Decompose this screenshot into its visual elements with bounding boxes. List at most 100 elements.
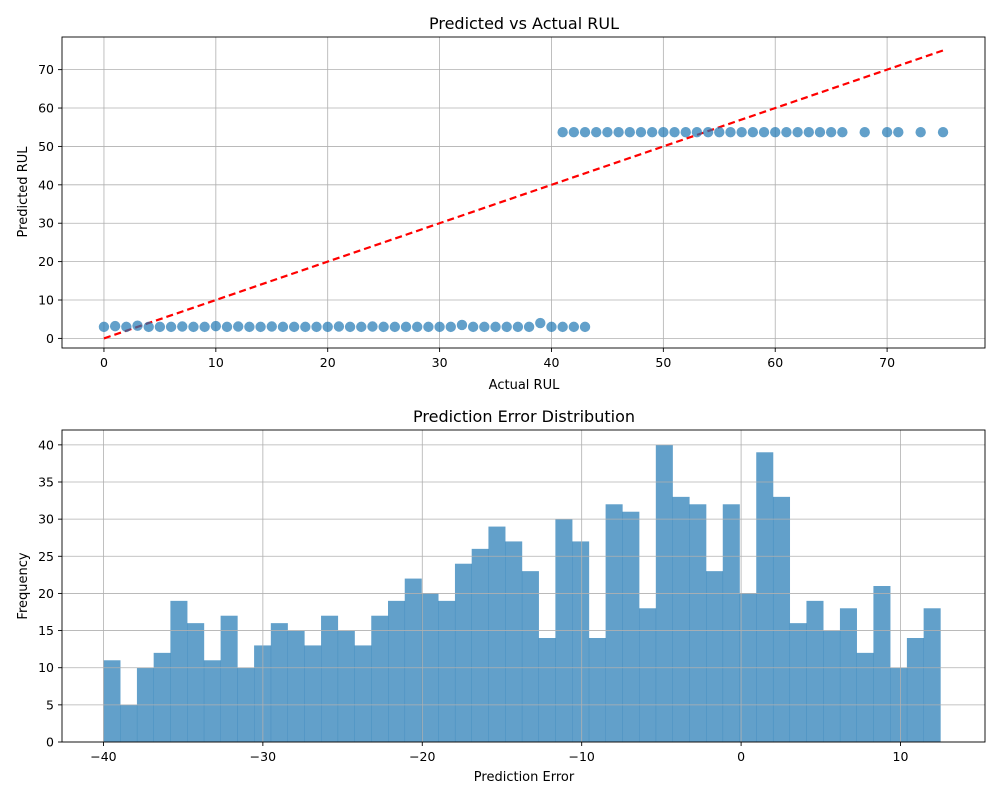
scatter-point xyxy=(389,321,401,333)
histogram-bar xyxy=(387,600,406,742)
histogram-bar xyxy=(270,623,288,742)
scatter-point xyxy=(512,321,524,333)
scatter-point xyxy=(635,127,647,138)
scatter-point xyxy=(490,321,501,333)
x-tick-label: −30 xyxy=(250,749,276,764)
histogram-bar xyxy=(873,586,891,742)
histogram-bar xyxy=(806,600,824,742)
scatter-point xyxy=(825,127,837,138)
scatter-point xyxy=(646,127,658,138)
histogram-bar xyxy=(639,608,657,742)
x-tick-label: 30 xyxy=(432,355,448,370)
scatter-point xyxy=(311,321,322,333)
scatter-point xyxy=(322,321,333,333)
histogram-panel: Prediction Error Distribution −40 −30 −20−… xyxy=(16,407,986,785)
histogram-bar xyxy=(287,630,305,742)
scatter-point xyxy=(154,321,166,333)
scatter-point xyxy=(356,321,367,333)
scatter-point xyxy=(859,127,870,138)
scatter-point xyxy=(378,321,389,333)
histogram-bar xyxy=(220,615,238,742)
x-tick-label: 10 xyxy=(893,749,909,764)
scatter-point xyxy=(624,127,635,138)
scatter-point xyxy=(568,127,580,138)
scatter-point xyxy=(199,321,210,333)
histogram-bar xyxy=(706,571,724,742)
scatter-point xyxy=(456,319,468,331)
scatter-point xyxy=(893,127,904,138)
scatter-point xyxy=(210,320,222,332)
scatter-point xyxy=(244,321,255,333)
y-tick-label: 0 xyxy=(46,331,54,346)
y-tick-label: 70 xyxy=(38,62,54,77)
y-tick-label: 5 xyxy=(46,697,54,712)
histogram-bars xyxy=(103,444,941,742)
scatter-points xyxy=(98,127,949,333)
histogram-bar xyxy=(823,630,841,742)
histogram-bar xyxy=(856,652,874,742)
histogram-bar xyxy=(789,623,807,742)
x-tick-label: 70 xyxy=(879,355,895,370)
scatter-point xyxy=(702,127,714,138)
scatter-point xyxy=(837,127,848,138)
plot-frame xyxy=(61,429,986,743)
histogram-bar xyxy=(505,541,523,742)
y-tick-label: 30 xyxy=(38,512,54,527)
y-axis-label: Frequency xyxy=(16,552,31,619)
scatter-point xyxy=(165,321,177,333)
scatter-point xyxy=(523,321,535,333)
axis-ticks: 0 10 20 30 40 50 60 70 0 10 20 30 40 50 60 70 xyxy=(38,62,895,370)
scatter-point xyxy=(188,321,199,333)
x-tick-label: −10 xyxy=(568,749,594,764)
scatter-point xyxy=(132,320,143,331)
y-tick-label: 20 xyxy=(38,586,54,601)
histogram-bar xyxy=(438,600,456,742)
scatter-point xyxy=(691,127,703,138)
scatter-point xyxy=(781,127,792,138)
scatter-point xyxy=(814,127,826,138)
histogram-bar xyxy=(488,526,506,742)
scatter-point xyxy=(803,127,814,138)
chart-title: Predicted vs Actual RUL xyxy=(429,14,619,33)
scatter-panel: Predicted vs Actual RUL 0 10 20 30 40 50 60 700… xyxy=(16,14,986,393)
scatter-point xyxy=(579,127,591,138)
histogram-bar xyxy=(170,600,188,742)
x-tick-label: −40 xyxy=(90,749,116,764)
scatter-point xyxy=(770,127,781,138)
histogram-bar xyxy=(906,638,924,742)
scatter-point xyxy=(423,321,434,333)
y-tick-label: 15 xyxy=(38,623,54,638)
y-tick-label: 20 xyxy=(38,254,54,269)
scatter-point xyxy=(714,127,725,138)
scatter-point xyxy=(680,127,691,138)
y-tick-label: 35 xyxy=(38,475,54,490)
scatter-point xyxy=(109,320,121,332)
histogram-bar xyxy=(354,645,372,742)
histogram-bar xyxy=(471,548,489,742)
scatter-point xyxy=(915,127,926,138)
x-tick-label: 0 xyxy=(100,355,108,370)
reference-line xyxy=(103,49,944,340)
scatter-point xyxy=(300,321,311,333)
histogram-bar xyxy=(337,630,355,742)
scatter-point xyxy=(121,321,132,333)
scatter-point xyxy=(221,321,233,333)
histogram-bar xyxy=(605,504,623,742)
chart-title: Prediction Error Distribution xyxy=(413,407,635,426)
scatter-point xyxy=(669,127,680,138)
scatter-point xyxy=(557,127,568,138)
gridlines xyxy=(62,430,985,743)
scatter-point xyxy=(501,321,512,333)
scatter-point xyxy=(881,127,893,138)
gridlines xyxy=(62,37,985,348)
scatter-point xyxy=(177,321,188,332)
histogram-bar xyxy=(203,660,221,742)
scatter-point xyxy=(277,321,289,333)
scatter-point xyxy=(658,127,669,138)
histogram-bar xyxy=(120,704,138,742)
scatter-point xyxy=(255,321,266,333)
scatter-point xyxy=(792,127,803,138)
scatter-point xyxy=(736,127,747,138)
histogram-bar xyxy=(672,496,690,742)
